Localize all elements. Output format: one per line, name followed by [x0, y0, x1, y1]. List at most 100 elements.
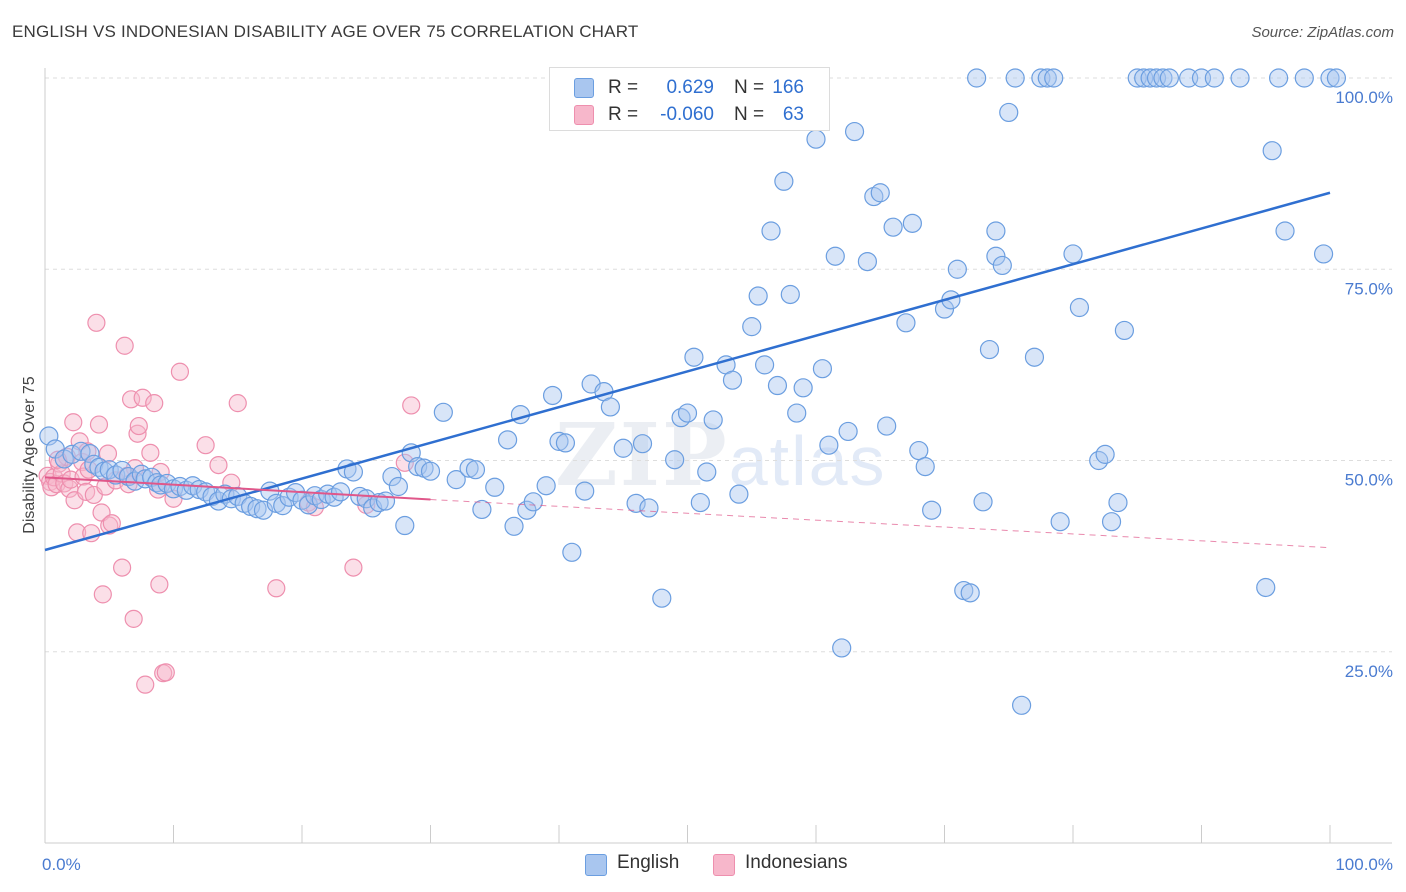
english-point: [825, 246, 845, 266]
english-point: [922, 500, 942, 520]
english-point: [979, 339, 1000, 360]
english-point: [754, 355, 775, 375]
indonesians-r-label: R =: [608, 104, 639, 125]
english-point: [1069, 297, 1090, 318]
chart-title: ENGLISH VS INDONESIAN DISABILITY AGE OVE…: [12, 22, 639, 41]
english-point: [729, 484, 749, 504]
indonesians-legend-label: Indonesians: [745, 852, 848, 873]
english-point: [1095, 444, 1115, 464]
english-point: [510, 405, 531, 425]
indonesians-n-label: N =: [734, 104, 765, 125]
y-axis-label: Disability Age Over 75: [21, 376, 38, 534]
english-swatch: [574, 78, 594, 98]
english-point: [1108, 492, 1128, 513]
english-point: [1037, 68, 1057, 88]
english-point: [902, 213, 922, 233]
indonesians-trend-line-dashed: [430, 499, 1331, 549]
indonesians-point: [121, 390, 141, 409]
english-point: [857, 252, 878, 272]
english-point: [395, 515, 415, 536]
source-label: Source: ZipAtlas.com: [1251, 24, 1394, 41]
english-point: [1313, 244, 1334, 264]
english-point: [1044, 68, 1064, 88]
english-point: [420, 461, 441, 481]
english-point: [806, 129, 826, 149]
stats-legend: R = 0.629 N = 166 R = -0.060 N = 63: [549, 67, 830, 131]
english-point: [774, 171, 794, 191]
english-point: [877, 416, 897, 436]
english-point: [408, 457, 428, 477]
indonesians-point: [267, 579, 286, 598]
indonesians-swatch: [574, 105, 594, 125]
indonesians-point: [209, 455, 228, 475]
indonesians-point: [150, 575, 169, 594]
english-point: [780, 284, 800, 305]
english-point: [883, 217, 903, 237]
indonesians-point: [170, 362, 190, 381]
indonesians-point: [89, 415, 109, 434]
english-point: [485, 477, 505, 497]
english-r-label: R =: [608, 77, 639, 98]
indonesians-point: [145, 394, 164, 413]
english-point: [748, 286, 768, 306]
english-point: [632, 434, 653, 454]
english-point: [761, 221, 781, 241]
english-point: [600, 397, 621, 417]
english-point: [388, 476, 408, 497]
english-point: [973, 492, 993, 512]
english-point: [504, 516, 524, 536]
y-tick-label: 100.0%: [1335, 88, 1393, 107]
zipatlas-watermark: ZIPatlas: [555, 405, 887, 506]
english-point: [459, 458, 479, 478]
english-point: [1005, 68, 1025, 88]
english-point: [472, 499, 492, 520]
english-point: [446, 470, 466, 490]
indonesians-legend-swatch: [713, 854, 735, 876]
english-point: [742, 317, 762, 337]
english-point: [960, 583, 980, 603]
english-point: [1320, 68, 1340, 88]
english-point: [1011, 695, 1032, 715]
english-n-label: N =: [734, 77, 765, 98]
english-point: [84, 454, 104, 474]
english-point: [639, 498, 659, 518]
english-point: [793, 378, 813, 398]
english-point: [819, 435, 839, 455]
english-point: [1275, 221, 1295, 241]
indonesians-trend-line: [44, 476, 431, 501]
english-point: [909, 440, 929, 461]
indonesians-point: [156, 663, 175, 682]
english-point: [690, 492, 710, 513]
english-legend-label: English: [617, 852, 680, 873]
indonesians-n-value: 63: [782, 104, 804, 125]
indonesians-point: [124, 609, 143, 628]
english-point: [832, 638, 852, 658]
english-point: [1204, 68, 1224, 88]
indonesians-point: [87, 313, 106, 332]
english-n-value: 166: [772, 77, 804, 98]
english-point: [1268, 68, 1289, 88]
english-point: [1230, 68, 1250, 88]
english-point: [498, 430, 518, 450]
indonesians-point: [228, 394, 247, 413]
english-legend-swatch: [585, 854, 607, 876]
english-point: [787, 403, 807, 423]
english-point: [992, 255, 1012, 276]
indonesians-point: [402, 396, 421, 415]
english-point: [555, 433, 576, 453]
english-point: [613, 438, 633, 458]
indonesians-point: [129, 416, 148, 436]
english-point: [80, 444, 100, 464]
english-point: [703, 410, 723, 430]
indonesians-point: [133, 388, 152, 407]
english-point: [549, 431, 569, 451]
english-point: [369, 492, 389, 513]
english-point: [536, 476, 556, 496]
english-point: [652, 588, 672, 608]
english-point: [722, 370, 743, 390]
trend-lines: [44, 191, 1331, 552]
y-tick-label: 50.0%: [1345, 471, 1393, 490]
indonesians-points: [38, 313, 421, 694]
english-point: [542, 385, 563, 406]
